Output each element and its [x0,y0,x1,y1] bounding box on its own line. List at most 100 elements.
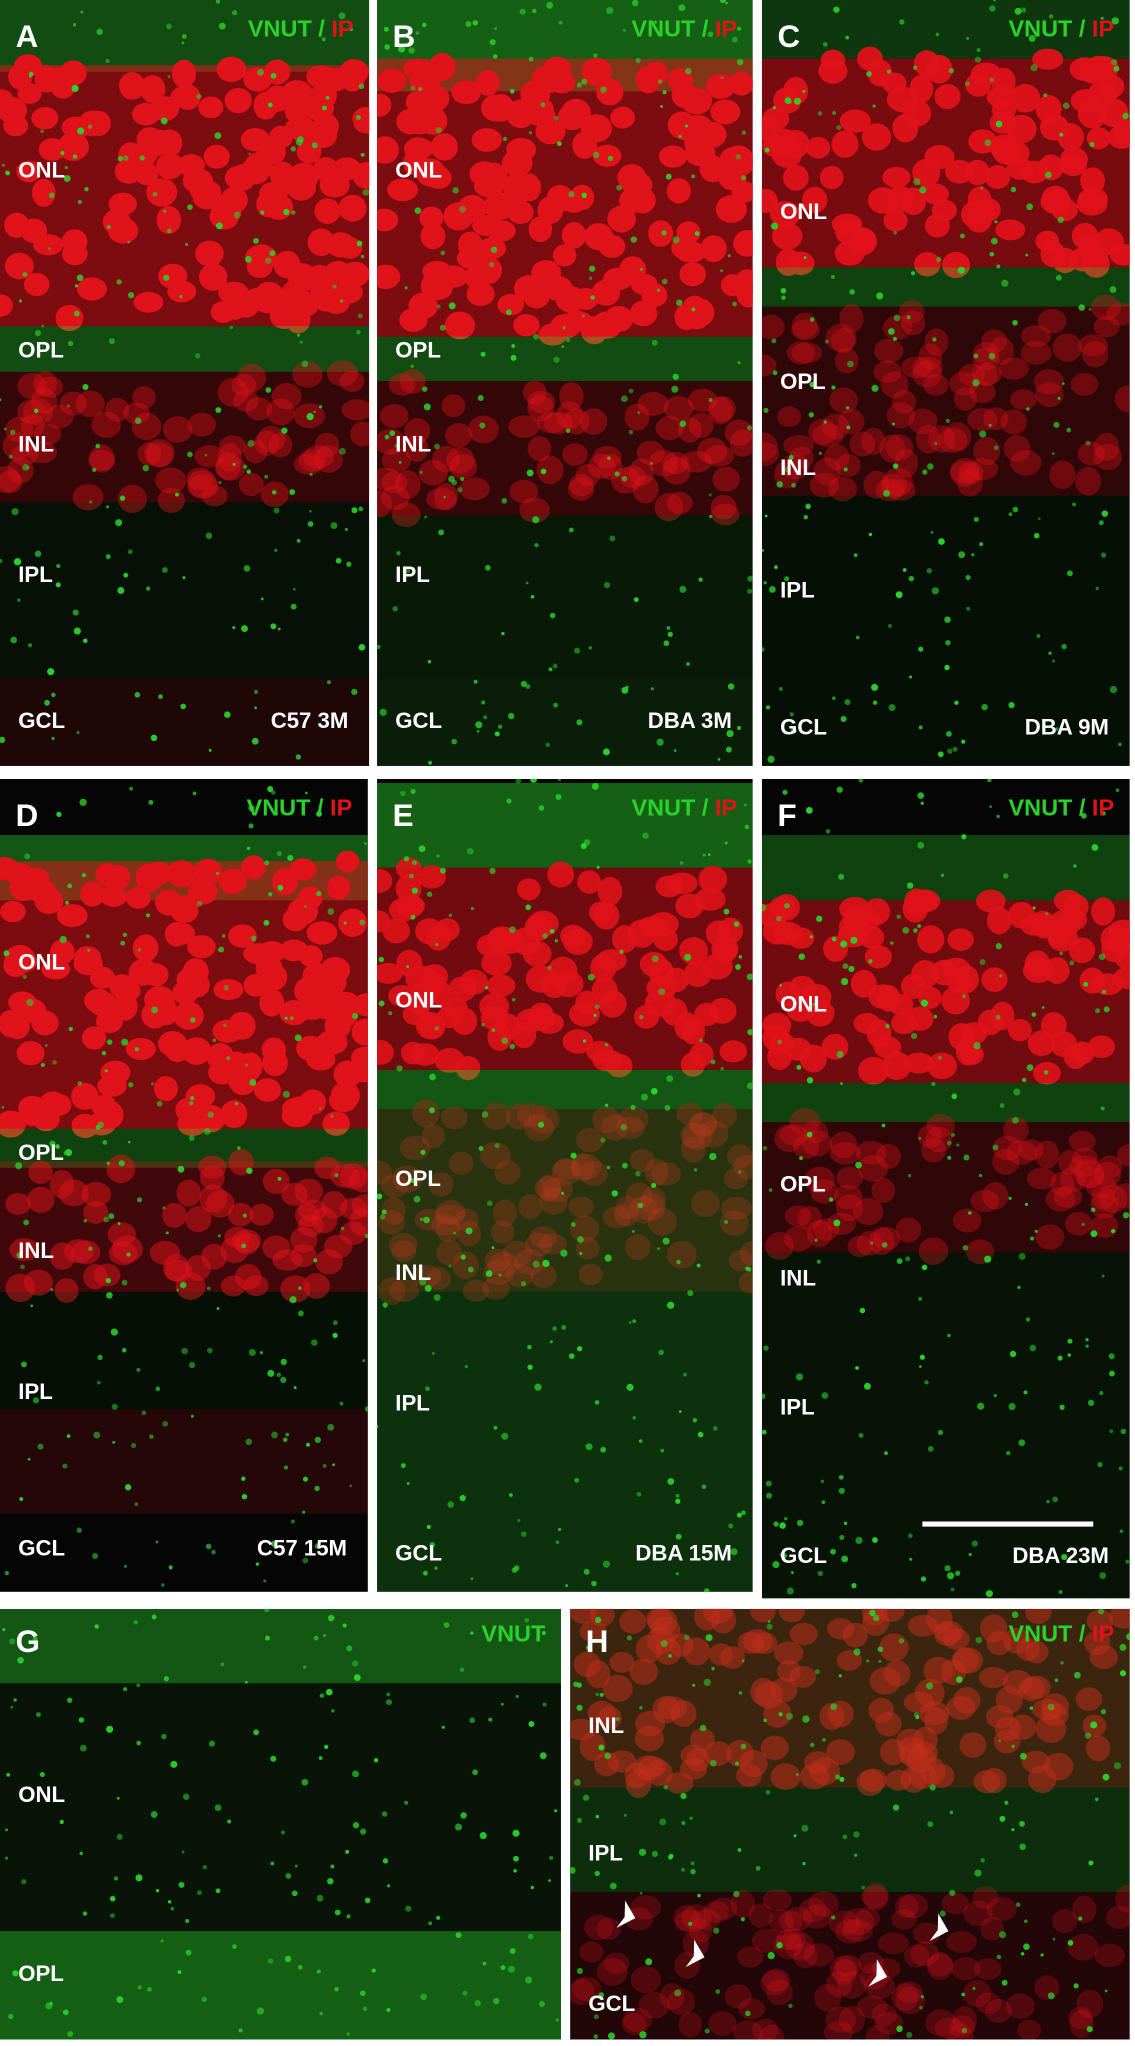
puncta [491,1028,496,1032]
puncta [817,111,823,116]
puncta [475,721,483,729]
panel-letter: B [393,19,416,54]
puncta [263,919,270,926]
puncta [245,256,252,263]
nucleus [406,111,434,135]
puncta [448,913,453,918]
puncta [1008,1403,1016,1411]
puncta [696,1263,701,1268]
nucleus [36,376,64,398]
layer-label: IPL [18,1379,52,1404]
puncta [839,1534,845,1540]
puncta [427,891,433,897]
puncta [1078,304,1086,311]
puncta [121,1279,128,1286]
puncta [113,1876,119,1881]
puncta [155,1889,160,1893]
nucleus [786,251,815,276]
puncta [17,598,21,602]
nucleus [1040,189,1072,215]
puncta [533,333,539,340]
puncta [109,1895,116,1902]
puncta [211,1549,216,1555]
nucleus [953,1686,981,1714]
puncta [72,154,78,159]
puncta [485,1270,493,1277]
puncta [482,1961,487,1966]
nucleus [901,356,932,379]
puncta [362,2006,368,2012]
puncta [855,1366,859,1370]
puncta [701,1484,707,1490]
puncta [181,34,187,39]
puncta [939,1910,946,1917]
puncta [795,1373,804,1381]
nucleus [590,953,617,982]
puncta [371,1968,376,1973]
nucleus [237,363,267,393]
nucleus [934,84,961,110]
nucleus [418,459,448,486]
nucleus [973,1958,1002,1980]
nucleus [80,881,105,907]
puncta [22,272,28,277]
condition-label: DBA 23M [1012,1543,1109,1568]
puncta [793,1834,797,1838]
puncta [1103,1006,1110,1013]
nucleus [673,1905,699,1932]
puncta [305,1442,310,1447]
nucleus [1091,897,1116,926]
puncta [553,702,559,708]
puncta [190,1414,194,1418]
puncta [761,646,765,652]
puncta [679,585,687,593]
puncta [389,430,396,437]
puncta [161,1733,167,1740]
puncta [767,755,775,763]
puncta [270,72,277,79]
puncta [906,882,914,889]
puncta [62,2009,69,2016]
puncta [799,1156,803,1161]
nucleus [529,1002,554,1025]
puncta [1025,1317,1030,1322]
legend-separator: / [1079,16,1086,42]
puncta [404,1800,409,1805]
puncta [357,313,363,319]
puncta [332,284,337,289]
nucleus [449,1151,474,1175]
nucleus [888,993,914,1016]
puncta [16,1252,23,1259]
puncta [101,1050,107,1056]
nucleus [194,445,225,468]
puncta [741,1510,746,1516]
puncta [519,8,526,15]
puncta [273,507,280,514]
puncta [4,1570,9,1576]
puncta [966,606,971,611]
puncta [318,1756,323,1760]
puncta [574,647,581,654]
puncta [181,1850,185,1854]
puncta [205,532,213,540]
puncta [562,326,566,330]
nucleus [16,1041,45,1066]
puncta [1034,1229,1038,1233]
nucleus [828,476,858,502]
puncta [291,1890,298,1897]
arrowhead [868,1959,888,1987]
nucleus [636,1193,666,1222]
nucleus [562,443,588,466]
puncta [116,1833,123,1840]
nucleus [1034,1975,1060,2000]
puncta [768,1188,773,1192]
nucleus [259,988,285,1017]
puncta [427,659,432,664]
puncta [708,514,713,519]
puncta [573,1778,581,1786]
nucleus [536,455,564,485]
nucleus [1032,48,1064,70]
nucleus [596,1917,622,1940]
puncta [989,251,995,257]
